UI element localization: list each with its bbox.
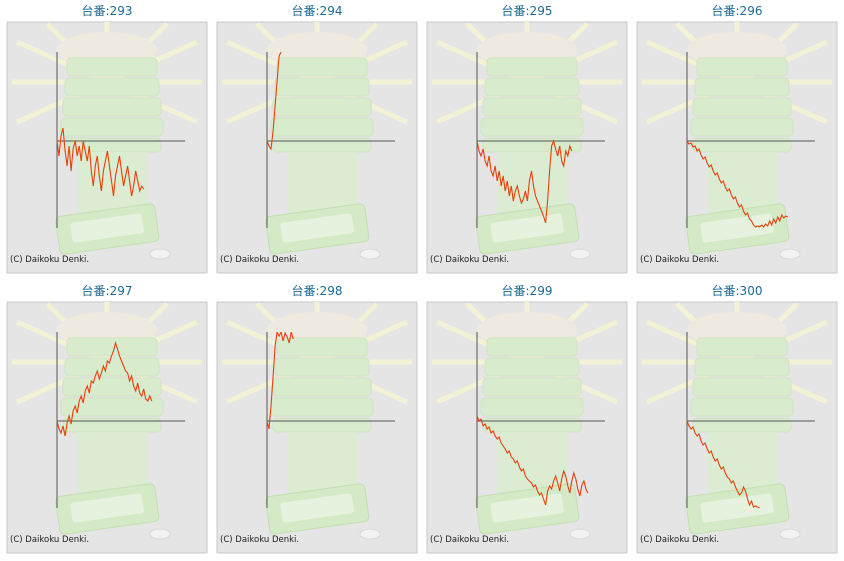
copyright: (C) Daikoku Denki.: [10, 535, 89, 545]
panel-title: 台番:294: [292, 3, 343, 18]
balance-line: [266, 52, 282, 151]
copyright: (C) Daikoku Denki.: [10, 255, 89, 265]
balance-line: [476, 415, 589, 506]
balance-line: [686, 140, 789, 228]
copyright: (C) Daikoku Denki.: [430, 535, 509, 545]
balance-line: [686, 420, 760, 509]
copyright: (C) Daikoku Denki.: [430, 255, 509, 265]
panel-title: 台番:296: [712, 3, 763, 18]
balance-line: [56, 341, 153, 437]
panel-title: 台番:295: [502, 3, 553, 18]
balance-line: [266, 332, 294, 430]
balance-line: [56, 127, 145, 197]
panel-title: 台番:300: [712, 283, 763, 298]
copyright: (C) Daikoku Denki.: [640, 535, 719, 545]
copyright: (C) Daikoku Denki.: [220, 535, 299, 545]
copyright: (C) Daikoku Denki.: [220, 255, 299, 265]
panel-title: 台番:293: [82, 3, 133, 18]
panel-title: 台番:298: [292, 283, 343, 298]
copyright: (C) Daikoku Denki.: [640, 255, 719, 265]
panel-title: 台番:297: [82, 283, 133, 298]
balance-line: [476, 139, 573, 224]
panel-title: 台番:299: [502, 283, 553, 298]
